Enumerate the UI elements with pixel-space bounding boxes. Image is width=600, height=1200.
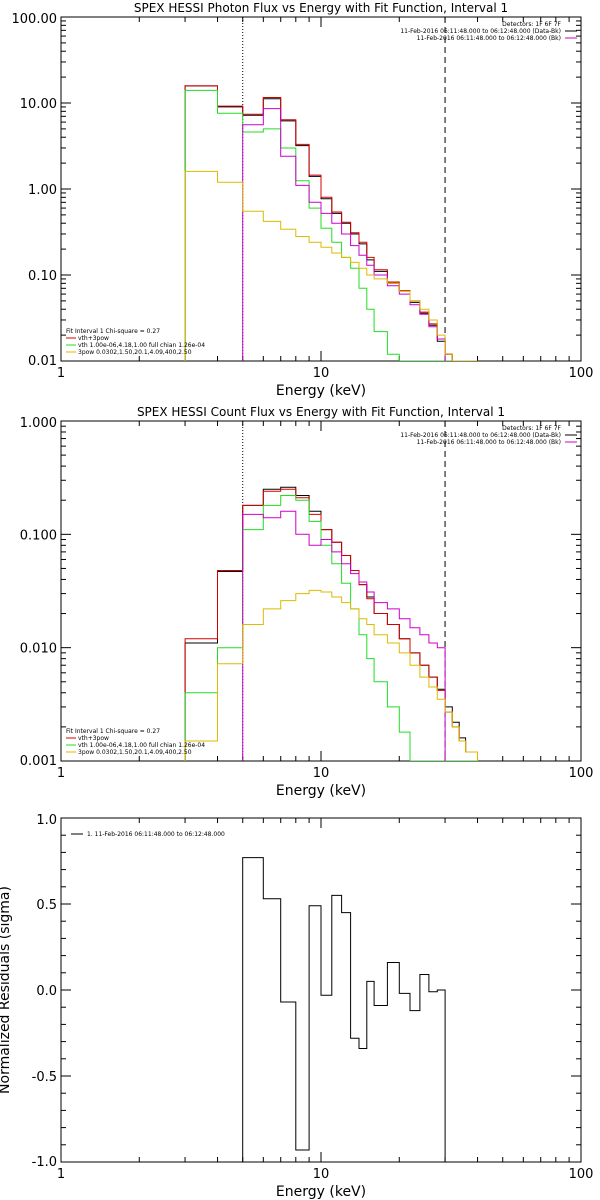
x-tick-label: 1	[57, 1167, 65, 1182]
info-line: Detectors: 1F 6F 7F	[502, 21, 561, 28]
info-line: 11-Feb-2016 06:11:48.000 to 06:12:48.000…	[400, 28, 561, 35]
chart-panel-1: 1 10 100 0.01 0.10 1.00 10.00 100.00 SPEX HESSI …	[12, 1, 594, 399]
y-tick-label: 0.100	[20, 528, 57, 543]
y-tick-label: 0.5	[36, 898, 57, 913]
y-axis-label: Normalized Residuals (sigma)	[0, 886, 13, 1094]
y-tick-label: 0.001	[20, 754, 57, 769]
series-line-5	[184, 170, 478, 361]
legend-label: 3pow 0.0302,1.50,20.1,4.09,400,2.50	[78, 349, 192, 356]
info-line: 11-Feb-2016 06:11:48.000 to 06:12:48.000…	[417, 439, 561, 446]
chart-title: SPEX HESSI Photon Flux vs Energy with Fi…	[134, 1, 508, 15]
series-line-4	[242, 108, 446, 361]
y-tick-label: 100.00	[12, 12, 58, 27]
legend-title: Fit Interval 1 Chi-square = 0.27	[66, 328, 160, 335]
x-tick-label: 100	[569, 766, 594, 781]
legend-label: 3pow 0.0302,1.50,20.1,4.09,400,2.50	[78, 749, 192, 756]
x-tick-label: 1	[57, 766, 65, 781]
y-tick-label: 0.0	[36, 984, 57, 999]
legend-label: 1. 11-Feb-2016 06:11:48.000 to 06:12:48.…	[87, 831, 225, 838]
x-axis-label: Energy (keV)	[276, 783, 366, 799]
legend-label: vth+3pow	[78, 735, 109, 742]
data-series-group	[242, 857, 446, 1162]
series-line-1	[242, 857, 446, 1162]
y-tick-label: -1.0	[32, 1155, 57, 1170]
info-line: 11-Feb-2016 06:11:48.000 to 06:12:48.000…	[400, 432, 561, 439]
x-tick-label: 10	[313, 1167, 330, 1182]
y-tick-label: 0.01	[28, 354, 57, 369]
x-tick-label: 100	[569, 1167, 594, 1182]
series-line-3	[184, 495, 478, 761]
series-line-5	[184, 589, 478, 761]
y-tick-label: 0.10	[28, 269, 57, 284]
x-tick-label: 1	[57, 366, 65, 381]
x-tick-label: 10	[313, 366, 330, 381]
data-series-group	[184, 486, 478, 761]
y-tick-label: 10.00	[20, 97, 57, 112]
y-tick-label: 1.00	[28, 183, 57, 198]
info-line: 11-Feb-2016 06:11:48.000 to 06:12:48.000…	[417, 35, 561, 42]
x-axis-label: Energy (keV)	[276, 1184, 366, 1200]
chart-panel-2: 1 10 100 0.001 0.010 0.100 1.000 SPEX HESSI Cou…	[20, 405, 594, 799]
x-axis-label: Energy (keV)	[276, 383, 366, 399]
info-line: Detectors: 1F 6F 7F	[502, 425, 561, 432]
series-line-2	[184, 488, 478, 761]
legend-label: vth 1.00e-06,4.18,1.00 full chian 1.26e-…	[78, 742, 205, 749]
x-tick-label: 10	[313, 766, 330, 781]
legend-label: vth+3pow	[78, 335, 109, 342]
legend-label: vth 1.00e-06,4.18,1.00 full chian 1.26e-…	[78, 342, 205, 349]
chart-panel-3: 1 10 100 -1.0 -0.5 0.0 0.5 1.0 Energy (keV) Norma…	[0, 813, 593, 1200]
series-line-1	[184, 486, 478, 761]
series-line-4	[242, 510, 446, 761]
legend-title: Fit Interval 1 Chi-square = 0.27	[66, 728, 160, 735]
data-series-group	[184, 85, 478, 361]
y-tick-label: 0.010	[20, 642, 57, 657]
y-tick-label: 1.000	[20, 416, 57, 431]
chart-title: SPEX HESSI Count Flux vs Energy with Fit…	[137, 405, 505, 419]
x-tick-label: 100	[569, 366, 594, 381]
y-tick-label: 1.0	[36, 813, 57, 828]
y-tick-label: -0.5	[32, 1070, 57, 1085]
